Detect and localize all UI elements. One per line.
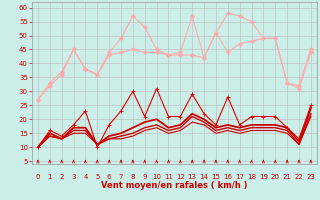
X-axis label: Vent moyen/en rafales ( km/h ): Vent moyen/en rafales ( km/h ) [101,181,248,190]
